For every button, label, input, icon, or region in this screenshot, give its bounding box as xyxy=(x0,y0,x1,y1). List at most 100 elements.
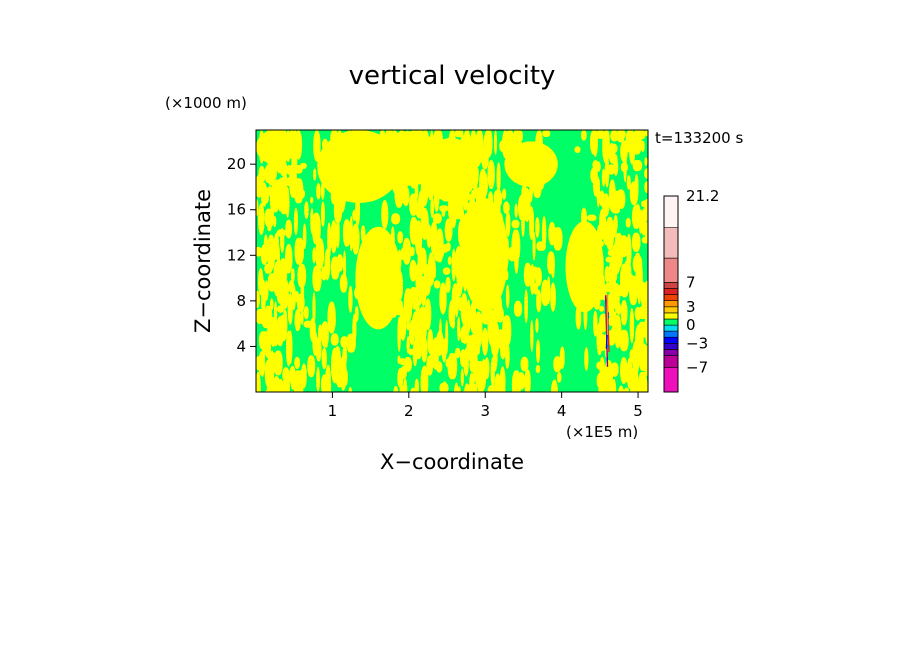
field-streak xyxy=(300,307,304,325)
field-streak xyxy=(310,196,314,204)
field-streak xyxy=(298,179,302,186)
field-streak xyxy=(421,308,426,334)
field-blob xyxy=(504,141,558,187)
field-streak xyxy=(556,372,562,383)
field-streak xyxy=(607,164,615,175)
field-streak xyxy=(460,292,468,325)
field-streak xyxy=(581,130,587,141)
colorbar-band xyxy=(663,306,679,314)
field-streak xyxy=(312,212,321,245)
field-streak xyxy=(285,186,290,219)
field-streak xyxy=(535,216,540,238)
field-streak xyxy=(453,382,459,392)
field-streak xyxy=(596,177,600,208)
field-streak xyxy=(421,336,428,363)
field-streak xyxy=(284,243,293,274)
field-streak xyxy=(514,203,518,218)
field-streak xyxy=(455,296,459,318)
field-streak xyxy=(327,222,332,258)
field-streak xyxy=(403,357,412,372)
field-streak xyxy=(288,330,293,365)
colorbar-band xyxy=(663,330,679,338)
field-streak xyxy=(626,233,632,269)
field-streak xyxy=(482,327,489,356)
field-streak xyxy=(623,387,630,392)
field-streak xyxy=(499,366,506,392)
field-streak xyxy=(330,333,339,346)
field-streak xyxy=(294,237,304,265)
field-streak xyxy=(316,183,321,200)
field-streak xyxy=(574,146,581,153)
field-streak xyxy=(467,299,471,334)
field-streak xyxy=(613,157,619,176)
field-streak xyxy=(533,282,539,295)
field-streak xyxy=(535,267,542,287)
field-streak xyxy=(343,368,348,387)
field-streak xyxy=(330,220,338,254)
field-streak xyxy=(261,167,266,183)
field-streak xyxy=(273,350,283,376)
field-streak xyxy=(644,130,648,137)
field-streak xyxy=(482,172,488,197)
field-streak xyxy=(295,130,303,160)
field-streak xyxy=(293,207,298,236)
field-streak xyxy=(324,322,329,348)
field-streak xyxy=(601,168,606,187)
field-streak xyxy=(303,306,309,320)
field-streak xyxy=(635,357,639,386)
field-streak xyxy=(432,213,442,224)
field-streak xyxy=(645,381,648,392)
field-streak xyxy=(644,311,648,345)
colorbar-band xyxy=(663,257,679,283)
field-streak xyxy=(282,166,288,198)
y-axis-label: Z−coordinate xyxy=(191,189,215,333)
colorbar-label: 0 xyxy=(686,316,696,334)
x-tick-label: 1 xyxy=(328,402,338,420)
plot-area xyxy=(255,129,649,393)
field-streak xyxy=(488,130,493,156)
field-streak xyxy=(409,246,415,257)
field-streak xyxy=(500,341,506,360)
velocity-anomaly xyxy=(604,294,610,367)
field-streak xyxy=(460,368,464,387)
field-streak xyxy=(320,201,325,227)
field-streak xyxy=(474,311,483,340)
field-streak xyxy=(605,130,610,150)
field-streak xyxy=(264,208,275,228)
y-tick-label: 12 xyxy=(227,246,246,264)
field-streak xyxy=(596,130,605,139)
field-streak xyxy=(593,310,598,337)
field-streak xyxy=(616,189,626,209)
field-streak xyxy=(445,276,451,293)
field-streak xyxy=(301,363,307,389)
field-streak xyxy=(457,386,462,392)
field-streak xyxy=(530,320,534,352)
field-streak xyxy=(496,306,504,323)
field-streak xyxy=(340,336,349,348)
field-streak xyxy=(307,355,316,378)
field-streak xyxy=(269,350,275,383)
field-streak xyxy=(402,378,408,392)
field-streak xyxy=(487,385,496,392)
field-streak xyxy=(348,386,353,392)
field-streak xyxy=(626,175,631,190)
field-streak xyxy=(410,387,416,392)
field-streak xyxy=(643,345,648,377)
field-streak xyxy=(514,241,519,274)
field-streak xyxy=(604,156,610,188)
field-streak xyxy=(391,213,401,225)
field-streak xyxy=(339,264,343,272)
field-streak xyxy=(644,198,648,222)
field-streak xyxy=(444,218,453,242)
field-streak xyxy=(430,196,435,218)
x-axis-label: X−coordinate xyxy=(380,450,524,474)
field-streak xyxy=(426,224,432,248)
field-streak xyxy=(638,371,648,392)
field-streak xyxy=(472,383,478,392)
field-streak xyxy=(559,346,565,370)
anomaly-stroke xyxy=(604,295,609,367)
field-streak xyxy=(502,188,507,200)
field-streak xyxy=(553,356,562,373)
field-streak xyxy=(638,130,646,140)
field-streak xyxy=(494,130,498,155)
